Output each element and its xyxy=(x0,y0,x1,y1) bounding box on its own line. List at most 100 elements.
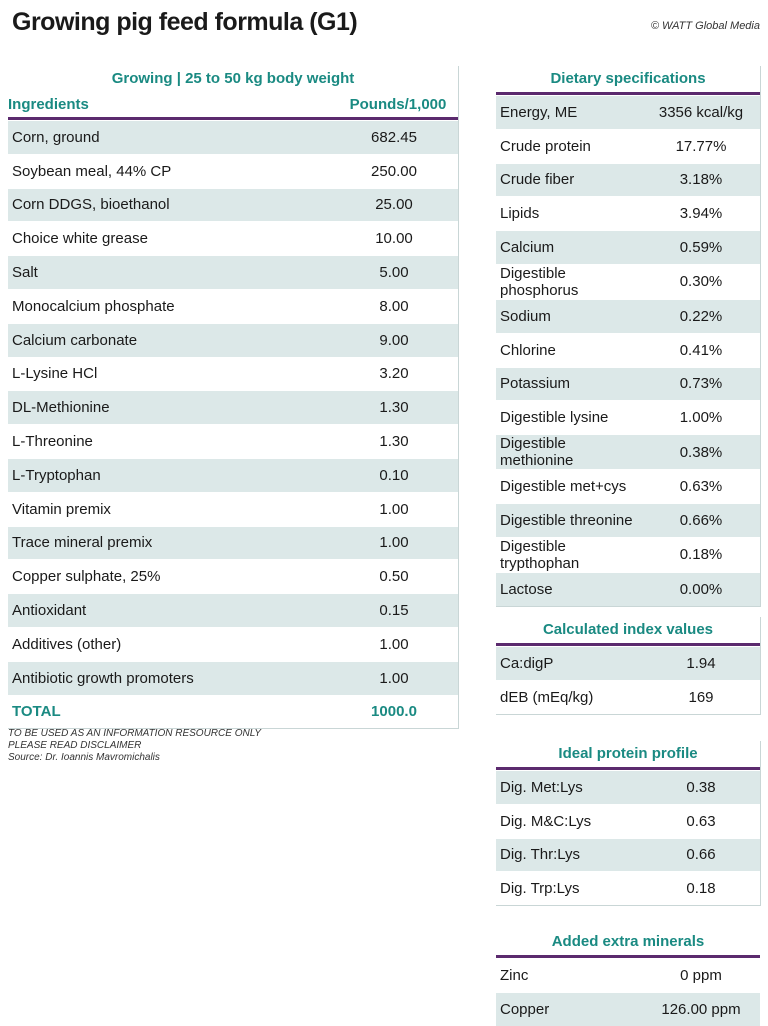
row-value: 0.63% xyxy=(642,469,760,504)
row-value: 1.30 xyxy=(330,390,458,425)
row-label: DL-Methionine xyxy=(8,390,330,425)
row-label: Energy, ME xyxy=(496,95,642,130)
row-value: 0 ppm xyxy=(642,958,760,993)
table-row: L-Threonine 1.30 xyxy=(8,424,458,459)
table-row: Crude protein 17.77% xyxy=(496,128,760,164)
row-value: 1.00% xyxy=(642,400,760,435)
extra-minerals-table: Added extra minerals Zinc 0 ppm Copper 126.… xyxy=(496,929,760,1026)
table-row: Monocalcium phosphate 8.00 xyxy=(8,288,458,324)
row-label: Copper xyxy=(496,991,642,1026)
source-line: Source: Dr. Ioannis Mavromichalis xyxy=(8,752,160,763)
row-value: 0.73% xyxy=(642,366,760,401)
table-row: Potassium 0.73% xyxy=(496,366,760,401)
row-value: 0.22% xyxy=(642,298,760,334)
protein-profile-title: Ideal protein profile xyxy=(496,741,760,770)
ingredients-column-header: Ingredients Pounds/1,000 xyxy=(8,92,458,120)
row-value: 169 xyxy=(642,679,760,714)
table-row: Lipids 3.94% xyxy=(496,196,760,231)
table-row: Digestible methionine 0.38% xyxy=(496,434,760,470)
row-value: 3.20 xyxy=(330,356,458,391)
table-row: Chlorine 0.41% xyxy=(496,332,760,368)
row-label: Dig. Trp:Lys xyxy=(496,871,642,906)
table-row: Antibiotic growth promoters 1.00 xyxy=(8,660,458,696)
row-value: 682.45 xyxy=(330,120,458,155)
row-label: Sodium xyxy=(496,298,642,334)
row-value: 0.41% xyxy=(642,332,760,368)
row-value: 0.66 xyxy=(642,837,760,872)
table-row: Copper sulphate, 25% 0.50 xyxy=(8,559,458,594)
table-row: Vitamin premix 1.00 xyxy=(8,491,458,527)
row-value: 0.10 xyxy=(330,457,458,493)
ingredients-col-value: Pounds/1,000 xyxy=(349,96,447,113)
row-value: 0.18% xyxy=(642,536,760,573)
table-row: Digestible met+cys 0.63% xyxy=(496,469,760,504)
row-label: Choice white grease xyxy=(8,221,330,256)
table-row: Soybean meal, 44% CP 250.00 xyxy=(8,153,458,189)
row-label: Vitamin premix xyxy=(8,491,330,527)
table-row: L-Tryptophan 0.10 xyxy=(8,457,458,493)
row-value: 3.94% xyxy=(642,196,760,231)
row-value: 0.38 xyxy=(642,770,760,805)
row-value: 0.50 xyxy=(330,559,458,594)
row-label: Corn, ground xyxy=(8,120,330,155)
table-row: Additives (other) 1.00 xyxy=(8,626,458,662)
row-value: 1.94 xyxy=(642,646,760,681)
extra-minerals-title: Added extra minerals xyxy=(496,929,760,958)
row-value: 1.00 xyxy=(330,491,458,527)
table-row: Calcium carbonate 9.00 xyxy=(8,322,458,358)
row-label: Lipids xyxy=(496,196,642,231)
row-label: Dig. M&C:Lys xyxy=(496,803,642,839)
ingredients-rows: Corn, ground 682.45 Soybean meal, 44% CP 25… xyxy=(8,120,458,729)
row-label: Additives (other) xyxy=(8,626,330,662)
table-row: Salt 5.00 xyxy=(8,255,458,290)
table-row: Dig. Thr:Lys 0.66 xyxy=(496,837,760,872)
table-row: Digestible phosphorus 0.30% xyxy=(496,263,760,300)
row-value: 0.18 xyxy=(642,871,760,906)
total-row: TOTAL 1000.0 xyxy=(8,694,458,729)
row-label: Corn DDGS, bioethanol xyxy=(8,187,330,222)
table-row: Digestible trypthophan 0.18% xyxy=(496,536,760,573)
row-label: Dig. Met:Lys xyxy=(496,770,642,805)
row-value: 8.00 xyxy=(330,288,458,324)
table-row: Corn, ground 682.45 xyxy=(8,120,458,155)
row-label: Trace mineral premix xyxy=(8,525,330,560)
row-value: 126.00 ppm xyxy=(642,991,760,1026)
row-label: Monocalcium phosphate xyxy=(8,288,330,324)
ingredients-table: Growing | 25 to 50 kg body weight Ingred… xyxy=(8,66,459,730)
row-value: 10.00 xyxy=(330,221,458,256)
row-label: Digestible threonine xyxy=(496,502,642,538)
disclaimer-notes: TO BE USED AS AN INFORMATION RESOURCE ON… xyxy=(8,728,261,764)
row-value: 0.38% xyxy=(642,434,760,470)
table-row: Calcium 0.59% xyxy=(496,230,760,265)
row-value: 1.00 xyxy=(330,525,458,560)
row-value: 3356 kcal/kg xyxy=(642,95,760,130)
row-label: Copper sulphate, 25% xyxy=(8,559,330,594)
table-row: Crude fiber 3.18% xyxy=(496,162,760,197)
total-value: 1000.0 xyxy=(330,694,458,729)
row-label: Digestible methionine xyxy=(496,434,642,470)
index-values-title: Calculated index values xyxy=(496,617,760,646)
row-value: 0.15 xyxy=(330,593,458,628)
row-label: Potassium xyxy=(496,366,642,401)
credit-line: © WATT Global Media xyxy=(650,20,760,32)
page-title: Growing pig feed formula (G1) xyxy=(12,8,358,36)
table-row: dEB (mEq/kg) 169 xyxy=(496,679,760,714)
protein-profile-table: Ideal protein profile Dig. Met:Lys 0.38 Di… xyxy=(496,741,761,907)
row-label: L-Threonine xyxy=(8,424,330,459)
table-row: Zinc 0 ppm xyxy=(496,958,760,993)
row-label: Calcium xyxy=(496,230,642,265)
row-label: Salt xyxy=(8,255,330,290)
table-row: Energy, ME 3356 kcal/kg xyxy=(496,95,760,130)
row-value: 0.00% xyxy=(642,571,760,606)
table-row: Dig. Trp:Lys 0.18 xyxy=(496,871,760,906)
table-row: Copper 126.00 ppm xyxy=(496,991,760,1026)
row-value: 0.63 xyxy=(642,803,760,839)
table-row: DL-Methionine 1.30 xyxy=(8,390,458,425)
row-value: 0.30% xyxy=(642,263,760,300)
row-label: dEB (mEq/kg) xyxy=(496,679,642,714)
note-line: PLEASE READ DISCLAIMER xyxy=(8,740,142,751)
row-value: 5.00 xyxy=(330,255,458,290)
table-row: Dig. M&C:Lys 0.63 xyxy=(496,803,760,839)
row-value: 1.00 xyxy=(330,626,458,662)
dietary-specs-title: Dietary specifications xyxy=(496,66,760,95)
